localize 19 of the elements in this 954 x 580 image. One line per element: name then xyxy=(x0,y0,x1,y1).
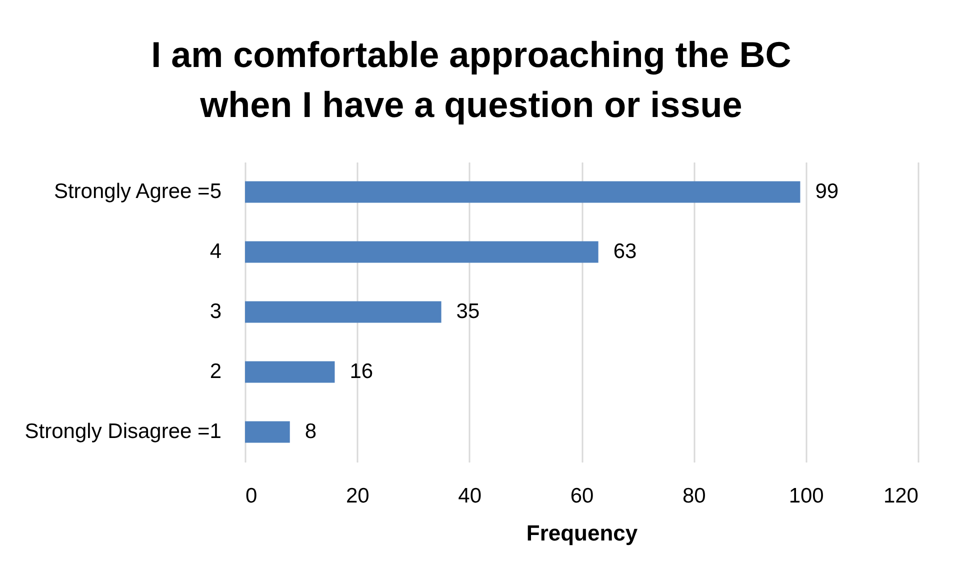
x-tick-label: 0 xyxy=(246,484,258,508)
data-label: 63 xyxy=(613,240,637,263)
data-label: 8 xyxy=(304,420,317,443)
chart-title: I am comfortable approaching the BC when I have a question or issue xyxy=(151,34,792,125)
data-label: 16 xyxy=(350,360,374,383)
data-label: 99 xyxy=(815,180,839,203)
y-tick-label: 4 xyxy=(210,240,222,263)
y-tick-label: 3 xyxy=(210,300,222,323)
y-tick-label: 2 xyxy=(210,360,222,383)
x-tick-label: 80 xyxy=(682,484,706,508)
y-tick-label: Strongly Agree =5 xyxy=(54,180,222,203)
x-tick-label: 60 xyxy=(570,484,594,508)
y-tick-label: Strongly Disagree =1 xyxy=(24,420,222,443)
x-tick-label: 40 xyxy=(458,484,482,508)
x-tick-label: 100 xyxy=(788,484,824,508)
x-tick-label: 20 xyxy=(346,484,370,508)
x-tick-label: 120 xyxy=(883,484,918,508)
x-axis-title: Frequency xyxy=(526,520,638,546)
data-label: 35 xyxy=(456,300,480,323)
